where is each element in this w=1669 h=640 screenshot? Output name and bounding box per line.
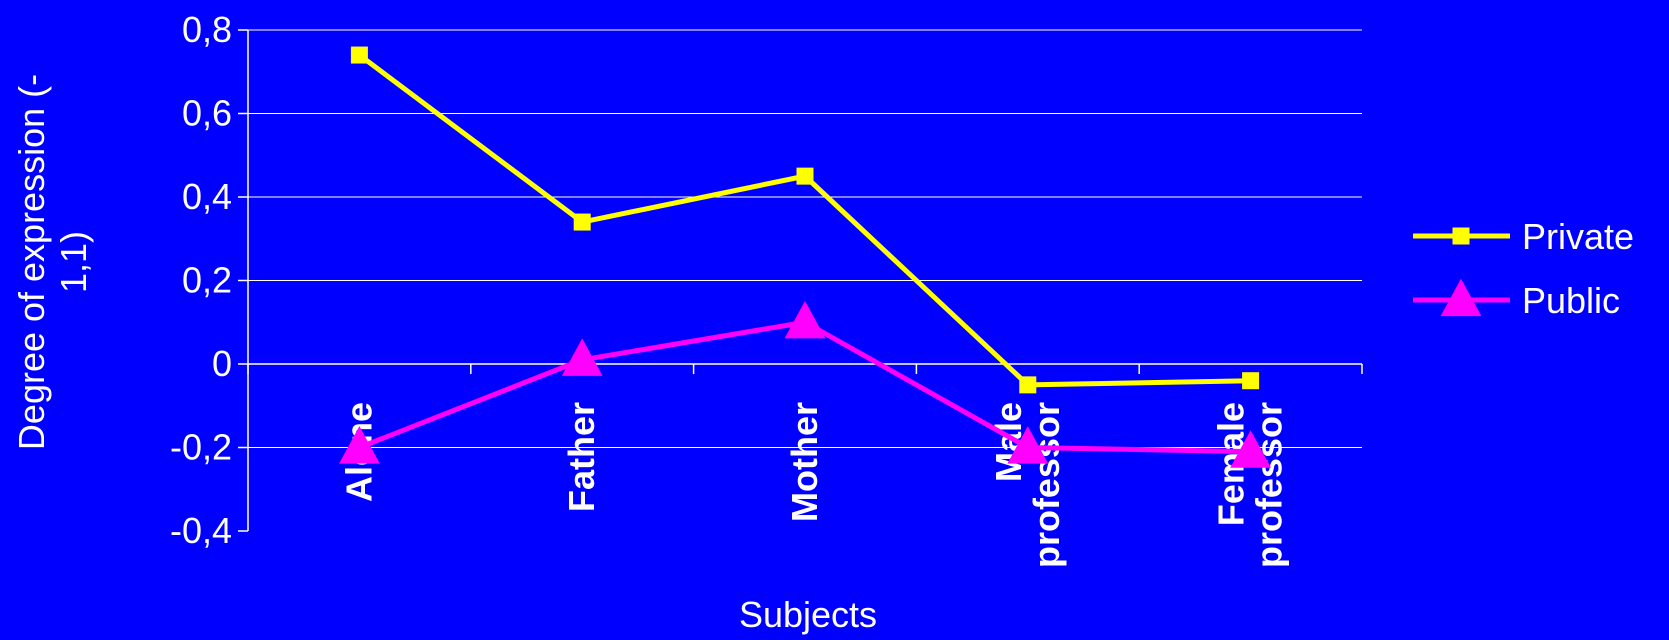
- x-category-text: Mother: [784, 402, 825, 522]
- x-category-label: Father: [561, 402, 602, 512]
- x-category-label: Mother: [784, 402, 825, 522]
- data-point-marker: [1019, 376, 1037, 394]
- data-point-marker: [1452, 227, 1470, 245]
- x-axis-title: Subjects: [739, 594, 877, 635]
- data-point-marker: [1007, 426, 1049, 464]
- x-category-line: Mother: [784, 402, 825, 522]
- x-category-text: Father: [561, 402, 602, 512]
- y-tick-label: 0,2: [182, 260, 232, 301]
- y-tick-label: -0,4: [170, 510, 232, 551]
- legend-label: Public: [1522, 280, 1620, 321]
- y-axis-ticks: -0,4 -0,2 0 0,2 0,4 0,6 0,8: [170, 9, 248, 551]
- y-tick-label: 0,8: [182, 9, 232, 50]
- x-category-line: professor: [1249, 402, 1290, 568]
- y-tick-label: 0: [212, 343, 232, 384]
- data-point-marker: [1440, 278, 1482, 317]
- data-point-marker: [339, 426, 380, 464]
- data-point-marker: [1230, 430, 1271, 468]
- y-axis-title: Degree of expression (-1,1): [11, 74, 94, 450]
- data-series: [339, 46, 1271, 468]
- data-point-marker: [573, 213, 591, 231]
- x-category-label: Maleprofessor: [988, 402, 1067, 568]
- legend-label: Private: [1522, 216, 1634, 257]
- x-category-text: Femaleprofessor: [1211, 402, 1290, 568]
- legend-item-private: Private: [1413, 216, 1634, 257]
- y-tick-label: -0,2: [170, 427, 232, 468]
- legend-item-public: Public: [1413, 278, 1620, 321]
- data-point-marker: [1242, 372, 1260, 390]
- x-axis-categories: AloneFatherMotherMaleprofessorFemaleprof…: [338, 402, 1289, 568]
- data-point-marker: [796, 167, 814, 185]
- y-axis-title-line: 1,1): [53, 231, 94, 293]
- gridlines: [248, 29, 1362, 448]
- series-private: [350, 46, 1260, 394]
- data-point-marker: [350, 46, 368, 64]
- x-category-label: Femaleprofessor: [1211, 402, 1290, 568]
- series-public: [339, 300, 1271, 468]
- y-tick-label: 0,6: [182, 93, 232, 134]
- y-axis-title-text: Degree of expression (-1,1): [11, 74, 94, 450]
- x-category-text: Maleprofessor: [988, 402, 1067, 568]
- data-point-marker: [561, 338, 603, 376]
- y-tick-label: 0,4: [182, 176, 232, 217]
- data-point-marker: [784, 300, 826, 339]
- legend: Private Public: [1413, 216, 1634, 321]
- y-axis-title-line: Degree of expression (-: [11, 74, 52, 450]
- x-category-line: professor: [1026, 402, 1067, 568]
- x-category-line: Father: [561, 402, 602, 512]
